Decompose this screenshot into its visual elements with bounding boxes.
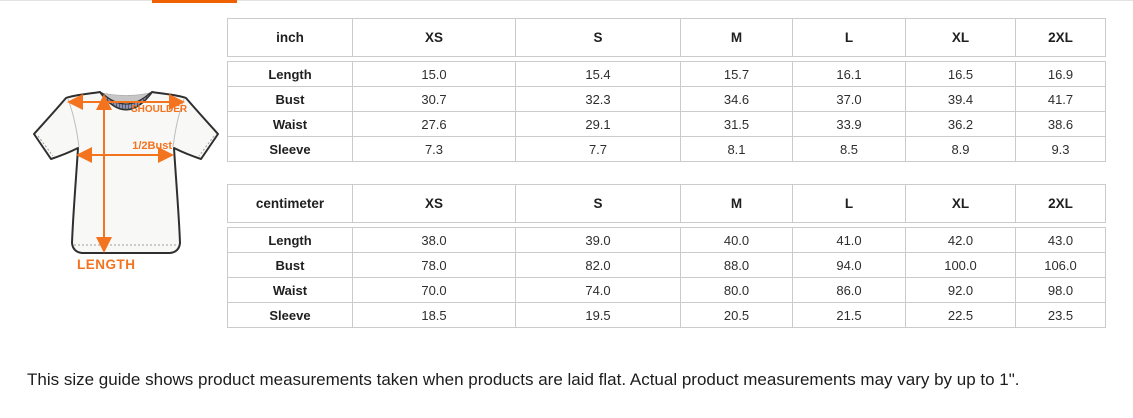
measurement-value: 7.7 [515, 136, 681, 162]
size-column-header: 2XL [1015, 18, 1106, 57]
measurement-row-waist: Waist 70.0 74.0 80.0 86.0 92.0 98.0 [227, 277, 1106, 303]
measurement-value: 37.0 [792, 86, 906, 112]
size-column-header: S [515, 184, 681, 223]
measurement-value: 88.0 [680, 252, 793, 278]
size-table-inch-body: Length 15.0 15.4 15.7 16.1 16.5 16.9 Bus… [227, 61, 1106, 162]
measurement-value: 82.0 [515, 252, 681, 278]
row-label: Sleeve [227, 136, 353, 162]
shoulder-label: SHOULDER [131, 104, 188, 115]
size-table-inch-header: inch XS S M L XL 2XL [227, 18, 1106, 57]
half-bust-label: 1/2Bust [132, 140, 172, 152]
measurement-value: 15.0 [352, 61, 516, 87]
size-table-centimeter-header: centimeter XS S M L XL 2XL [227, 184, 1106, 223]
measurement-value: 30.7 [352, 86, 516, 112]
measurement-row-sleeve: Sleeve 7.3 7.7 8.1 8.5 8.9 9.3 [227, 136, 1106, 162]
measurement-value: 42.0 [905, 227, 1016, 253]
measurement-value: 39.0 [515, 227, 681, 253]
measurement-value: 8.1 [680, 136, 793, 162]
measurement-value: 36.2 [905, 111, 1016, 137]
tab-bar-divider [0, 0, 1133, 1]
row-label: Length [227, 227, 353, 253]
measurement-value: 92.0 [905, 277, 1016, 303]
measurement-value: 40.0 [680, 227, 793, 253]
measurement-value: 20.5 [680, 302, 793, 328]
measurement-value: 74.0 [515, 277, 681, 303]
measurement-value: 27.6 [352, 111, 516, 137]
unit-cell: inch [227, 18, 353, 57]
left-cuff-stitch [37, 135, 54, 157]
measurement-value: 9.3 [1015, 136, 1106, 162]
measurement-value: 38.6 [1015, 111, 1106, 137]
header-row: centimeter XS S M L XL 2XL [227, 184, 1106, 223]
size-column-header: XS [352, 184, 516, 223]
measurement-value: 16.5 [905, 61, 1016, 87]
measurement-value: 15.4 [515, 61, 681, 87]
size-column-header: L [792, 18, 906, 57]
measurement-value: 7.3 [352, 136, 516, 162]
measurement-value: 41.7 [1015, 86, 1106, 112]
row-label: Bust [227, 86, 353, 112]
measurement-row-bust: Bust 30.7 32.3 34.6 37.0 39.4 41.7 [227, 86, 1106, 112]
measurement-value: 8.9 [905, 136, 1016, 162]
measurement-row-length: Length 15.0 15.4 15.7 16.1 16.5 16.9 [227, 61, 1106, 87]
right-cuff-stitch [198, 135, 215, 157]
measurement-value: 80.0 [680, 277, 793, 303]
size-column-header: XL [905, 18, 1016, 57]
measurement-value: 86.0 [792, 277, 906, 303]
measurement-value: 21.5 [792, 302, 906, 328]
size-table-centimeter-body: Length 38.0 39.0 40.0 41.0 42.0 43.0 Bus… [227, 227, 1106, 328]
measurement-value: 98.0 [1015, 277, 1106, 303]
size-column-header: M [680, 18, 793, 57]
measurement-value: 16.1 [792, 61, 906, 87]
length-label: LENGTH [77, 257, 136, 272]
measurement-value: 22.5 [905, 302, 1016, 328]
measurement-value: 94.0 [792, 252, 906, 278]
measurement-value: 100.0 [905, 252, 1016, 278]
tshirt-outline [33, 91, 219, 254]
measurement-value: 38.0 [352, 227, 516, 253]
measurement-value: 15.7 [680, 61, 793, 87]
measurement-value: 16.9 [1015, 61, 1106, 87]
measurement-row-length: Length 38.0 39.0 40.0 41.0 42.0 43.0 [227, 227, 1106, 253]
measurement-value: 39.4 [905, 86, 1016, 112]
active-tab-indicator[interactable] [152, 0, 237, 3]
size-column-header: M [680, 184, 793, 223]
row-label: Waist [227, 111, 353, 137]
size-guide-note: This size guide shows product measuremen… [27, 370, 1020, 389]
measurement-value: 32.3 [515, 86, 681, 112]
measurement-value: 106.0 [1015, 252, 1106, 278]
size-column-header: S [515, 18, 681, 57]
header-row: inch XS S M L XL 2XL [227, 18, 1106, 57]
measurement-value: 34.6 [680, 86, 793, 112]
measurement-value: 70.0 [352, 277, 516, 303]
measurement-value: 78.0 [352, 252, 516, 278]
measurement-value: 19.5 [515, 302, 681, 328]
row-label: Length [227, 61, 353, 87]
measurement-row-waist: Waist 27.6 29.1 31.5 33.9 36.2 38.6 [227, 111, 1106, 137]
tshirt-measurement-diagram: SHOULDER 1/2Bust LENGTH [33, 91, 219, 272]
row-label: Sleeve [227, 302, 353, 328]
measurement-row-bust: Bust 78.0 82.0 88.0 94.0 100.0 106.0 [227, 252, 1106, 278]
measurement-value: 33.9 [792, 111, 906, 137]
measurement-value: 8.5 [792, 136, 906, 162]
measurement-value: 43.0 [1015, 227, 1106, 253]
unit-cell: centimeter [227, 184, 353, 223]
size-table-inch: inch XS S M L XL 2XL Length 15.0 15.4 15… [227, 18, 1106, 162]
measurement-value: 29.1 [515, 111, 681, 137]
row-label: Waist [227, 277, 353, 303]
measurement-value: 18.5 [352, 302, 516, 328]
measurement-value: 31.5 [680, 111, 793, 137]
size-column-header: XS [352, 18, 516, 57]
measurement-value: 41.0 [792, 227, 906, 253]
size-column-header: XL [905, 184, 1016, 223]
size-column-header: 2XL [1015, 184, 1106, 223]
measurement-value: 23.5 [1015, 302, 1106, 328]
size-column-header: L [792, 184, 906, 223]
row-label: Bust [227, 252, 353, 278]
measurement-row-sleeve: Sleeve 18.5 19.5 20.5 21.5 22.5 23.5 [227, 302, 1106, 328]
size-table-centimeter: centimeter XS S M L XL 2XL Length 38.0 3… [227, 184, 1106, 328]
